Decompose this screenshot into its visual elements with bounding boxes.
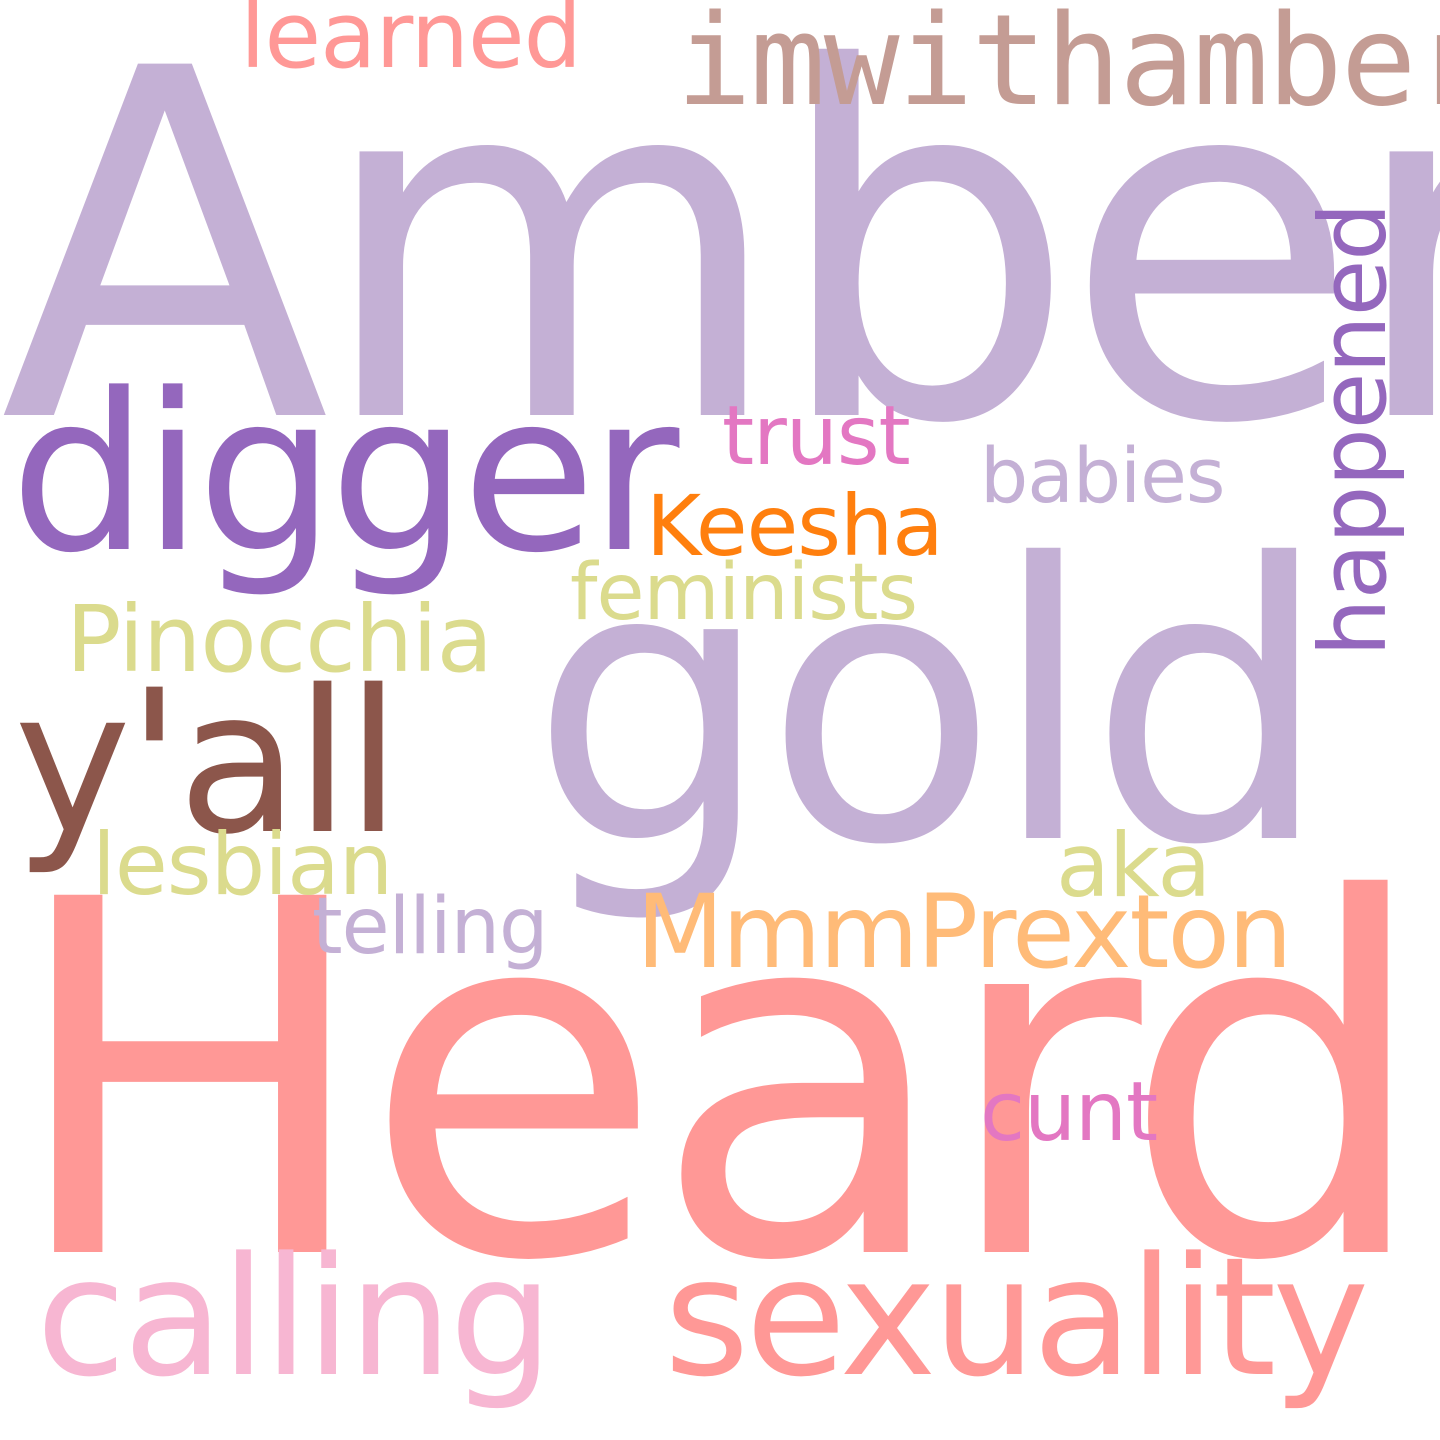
word-trust: trust: [722, 389, 911, 484]
word-lesbian: lesbian: [92, 815, 393, 915]
word-aka: aka: [1056, 814, 1211, 917]
word-calling: calling: [36, 1222, 553, 1413]
word-mmmprexton: MmmPrexton: [636, 873, 1293, 992]
word-amber: Amber: [0, 0, 1440, 529]
word-happened: happened: [1300, 203, 1407, 657]
word-telling: telling: [312, 882, 549, 972]
word-feminists: feminists: [570, 548, 918, 638]
word-keesha: Keesha: [646, 477, 944, 575]
word-digger: digger: [10, 348, 679, 601]
word-learned: learned: [240, 0, 582, 89]
word-cunt: cunt: [980, 1065, 1158, 1160]
word-yall: y'all: [14, 647, 401, 878]
word-gold: gold: [530, 484, 1331, 929]
word-babies: babies: [980, 431, 1226, 520]
word-heard: Heard: [6, 797, 1432, 1368]
word-pinocchia: Pinocchia: [66, 586, 493, 693]
word-sexuality: sexuality: [664, 1222, 1369, 1413]
word-imwithamber: imwithamber: [676, 0, 1440, 134]
